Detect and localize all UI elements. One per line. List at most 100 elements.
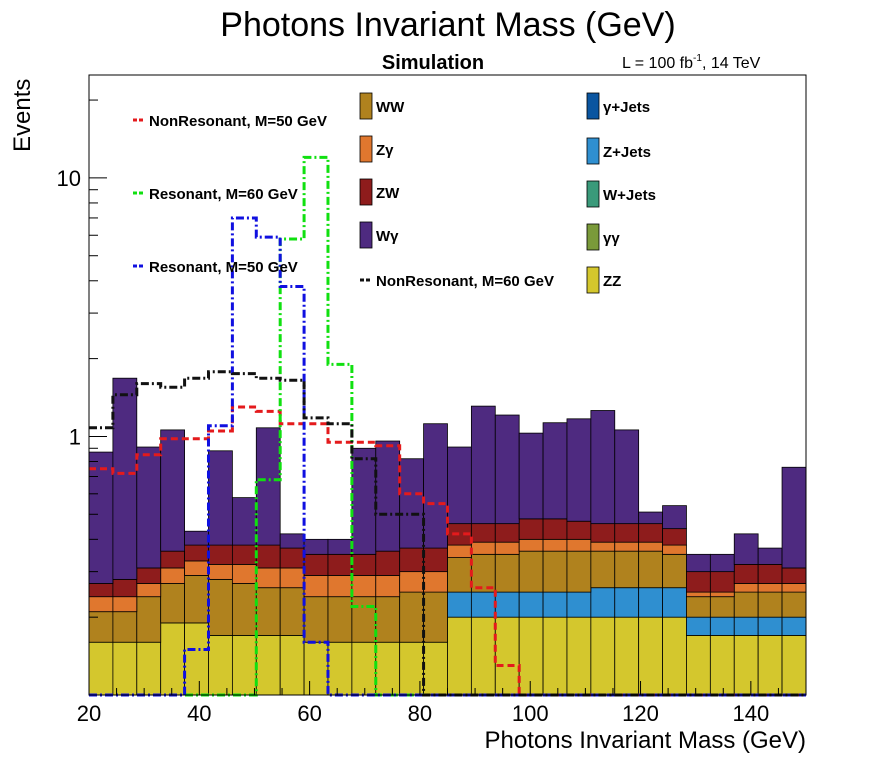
bar-ww xyxy=(279,587,305,636)
legend-swatch-zw xyxy=(359,178,373,206)
bar-zz xyxy=(423,641,448,696)
legend-label-zw: ZW xyxy=(376,185,400,202)
stacked-bars xyxy=(88,377,807,696)
x-tick-label: 80 xyxy=(408,701,432,726)
bar-zw xyxy=(327,553,353,576)
bar-ww xyxy=(255,587,281,636)
bar-zw xyxy=(88,583,114,598)
bar-zz xyxy=(662,616,687,696)
bar-wgamma xyxy=(231,497,257,546)
bar-ww xyxy=(781,591,807,618)
bar-zw xyxy=(208,544,233,565)
legend-label-nonresonant-m-50-gev: NonResonant, M=50 GeV xyxy=(149,113,327,130)
bar-ww xyxy=(327,596,353,643)
bar-zw xyxy=(662,528,687,546)
bar-zz xyxy=(494,616,520,696)
bar-z-jets xyxy=(614,587,640,618)
bar-z-jets xyxy=(566,591,592,618)
bar-wgamma xyxy=(757,547,783,565)
bar-zw xyxy=(184,544,209,562)
bar-zw xyxy=(686,571,711,593)
bar-zw xyxy=(614,523,640,543)
bar-wgamma xyxy=(327,538,353,555)
bar-z-jets xyxy=(733,616,759,636)
bar-wgamma xyxy=(781,466,807,569)
bar-zw xyxy=(733,563,759,584)
bar-zw xyxy=(351,553,377,576)
bar-ww xyxy=(423,591,448,643)
bar-zz xyxy=(757,635,783,696)
bar-z-jets xyxy=(781,616,807,636)
chart-title: Photons Invariant Mass (GeV) xyxy=(220,6,675,44)
bar-zgamma xyxy=(231,563,257,584)
legend-label-wgamma: Wγ xyxy=(376,228,399,245)
bar-z-jets xyxy=(638,587,663,618)
bar-zw xyxy=(255,544,281,569)
bar-wgamma xyxy=(638,511,663,525)
bar-zgamma xyxy=(399,571,424,593)
bar-wgamma xyxy=(709,553,735,573)
bar-ww xyxy=(303,596,329,643)
bar-ww xyxy=(184,575,209,624)
bar-zz xyxy=(733,635,759,696)
bar-zz xyxy=(375,641,401,696)
bar-wgamma xyxy=(399,458,424,549)
bar-zgamma xyxy=(638,541,663,552)
bar-zw xyxy=(494,523,520,543)
bar-wgamma xyxy=(375,440,401,552)
bar-zz xyxy=(184,622,209,696)
bar-ww xyxy=(686,596,711,618)
bar-zgamma xyxy=(614,541,640,552)
legend-swatch-z-jets xyxy=(586,137,600,165)
bar-wgamma xyxy=(112,377,138,580)
bar-zw xyxy=(136,567,162,584)
bar-ww xyxy=(160,583,185,624)
bar-zgamma xyxy=(303,575,329,598)
bar-zz xyxy=(542,616,568,696)
bar-wgamma xyxy=(470,405,496,525)
bar-zw xyxy=(638,523,663,543)
bar-zgamma xyxy=(518,538,544,552)
bar-ww xyxy=(566,550,592,593)
x-tick-label: 120 xyxy=(622,701,659,726)
legend-label-w-jets: W+Jets xyxy=(603,187,656,204)
bar-zw xyxy=(590,523,616,543)
bar-zz xyxy=(88,641,114,696)
bar-zgamma xyxy=(208,563,233,580)
bar-zw xyxy=(112,578,138,598)
bar-ww xyxy=(112,611,138,643)
bar-zz xyxy=(255,635,281,696)
bar-z-jets xyxy=(686,616,711,636)
bar-zgamma xyxy=(136,583,162,598)
bar-zw xyxy=(518,518,544,540)
bar-zw xyxy=(399,547,424,573)
y-tick-label: 1 xyxy=(69,424,81,449)
bar-zz xyxy=(470,616,496,696)
bar-ww xyxy=(757,591,783,618)
bar-wgamma xyxy=(733,533,759,565)
bar-zw xyxy=(160,550,185,569)
bar-ww xyxy=(208,578,233,636)
bar-zz xyxy=(590,616,616,696)
bar-wgamma xyxy=(160,429,185,552)
bar-zz xyxy=(136,641,162,696)
bar-zw xyxy=(423,547,448,573)
bar-wgamma xyxy=(208,450,233,546)
bar-wgamma xyxy=(279,533,305,549)
bar-wgamma xyxy=(447,446,472,525)
x-tick-label: 100 xyxy=(512,701,549,726)
bar-wgamma xyxy=(351,447,377,555)
bar-wgamma xyxy=(184,530,209,546)
bar-zz xyxy=(518,616,544,696)
legend-swatch-gamma-jets xyxy=(586,92,600,120)
x-axis-label: Photons Invariant Mass (GeV) xyxy=(485,727,806,754)
bar-ww xyxy=(231,583,257,636)
bar-z-jets xyxy=(709,616,735,636)
bar-wgamma xyxy=(590,410,616,525)
bar-wgamma xyxy=(686,553,711,573)
bar-zw xyxy=(375,550,401,576)
bar-ww xyxy=(733,591,759,618)
bar-zgamma xyxy=(423,571,448,593)
luminosity-label: L = 100 fb-1, 14 TeV xyxy=(622,53,761,72)
